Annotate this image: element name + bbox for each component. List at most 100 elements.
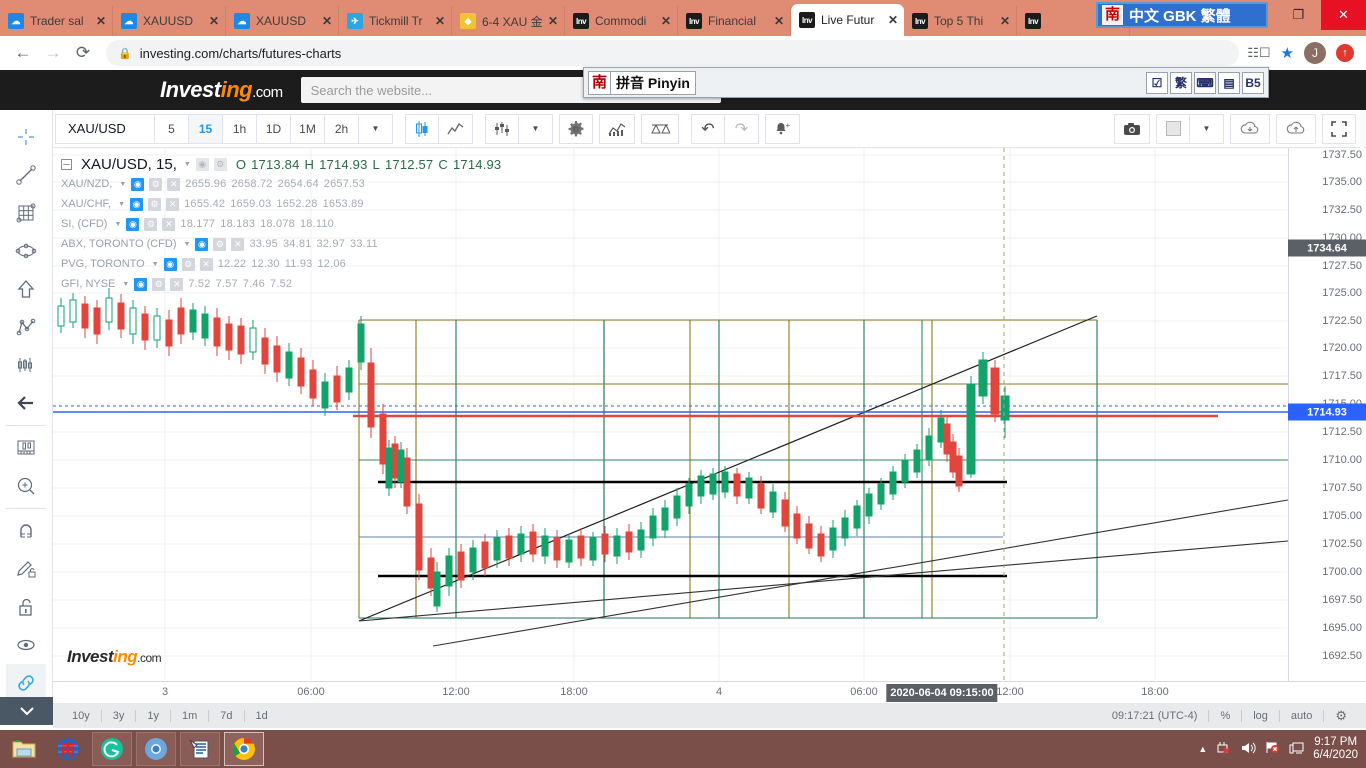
tab-close-icon[interactable]: ✕ [434, 14, 446, 28]
tab-close-icon[interactable]: ✕ [321, 14, 333, 28]
tab-close-icon[interactable]: ✕ [887, 13, 899, 27]
draw-lock-tool[interactable] [6, 550, 46, 588]
indicators-icon[interactable] [485, 113, 519, 144]
flag-error-icon[interactable] [1264, 740, 1281, 758]
chevron-down-icon[interactable]: ▼ [118, 200, 126, 208]
gear-icon[interactable]: ⚙ [149, 177, 163, 191]
chevron-down-icon[interactable]: ▼ [183, 240, 191, 248]
chevron-down-icon[interactable]: ▼ [114, 220, 122, 228]
auto-scale-toggle[interactable]: auto [1290, 709, 1313, 722]
theme-color-swatch[interactable] [1156, 113, 1190, 144]
chevron-down-icon[interactable]: ▼ [151, 260, 159, 268]
collapse-rail-button[interactable] [0, 697, 53, 725]
interval-5[interactable]: 5 [155, 113, 189, 144]
legend-row[interactable]: ABX, TORONTO (CFD) ▼ ◉ ⚙ ✕ 33.95 34.81 3… [61, 234, 501, 254]
fullscreen-icon[interactable] [1322, 113, 1356, 144]
back-icon[interactable]: ← [14, 43, 32, 62]
browser-tab[interactable]: ☁ XAUUSD ✕ [226, 6, 339, 36]
line-chart-icon[interactable] [439, 113, 473, 144]
range-1m[interactable]: 1m [182, 709, 198, 722]
chromium-icon[interactable] [136, 732, 176, 766]
arrow-left-tool[interactable] [6, 384, 46, 422]
price-axis[interactable]: 1737.50 1735.00 1732.50 1730.00 1727.50 … [1288, 148, 1366, 681]
chart-pane[interactable]: ─ XAU/USD, 15, ▼ ◉ ⚙ O 1713.84 H 1714.93… [53, 148, 1366, 681]
cloud-download-icon[interactable] [1230, 113, 1270, 144]
ime-traditional-icon[interactable]: 繁 [1170, 71, 1192, 94]
clock[interactable]: 9:17 PM 6/4/2020 [1313, 736, 1358, 762]
collapse-icon[interactable]: ─ [61, 158, 72, 170]
interval-more-caret-icon[interactable]: ▼ [359, 113, 393, 144]
tab-close-icon[interactable]: ✕ [660, 14, 672, 28]
scales-icon[interactable] [641, 113, 679, 144]
ime-keyboard-icon[interactable]: ⌨ [1194, 71, 1216, 94]
chevron-down-icon[interactable]: ▼ [122, 280, 130, 288]
site-logo[interactable]: Investing.com [160, 77, 283, 103]
alert-bell-icon[interactable]: + [765, 113, 800, 144]
interval-1d[interactable]: 1D [257, 113, 291, 144]
crosshair-tool[interactable] [6, 118, 46, 156]
close-icon[interactable]: ✕ [167, 177, 181, 191]
ime-check-icon[interactable]: ☑ [1146, 71, 1168, 94]
log-scale-toggle[interactable]: log [1253, 709, 1268, 722]
maximize-button[interactable]: ❐ [1292, 7, 1305, 22]
ime-language-bar[interactable]: 南 中文 GBK 繁體 [1096, 2, 1268, 28]
arrow-marker-tool[interactable] [6, 270, 46, 308]
link-icon[interactable] [6, 664, 46, 702]
close-icon[interactable]: ✕ [162, 217, 176, 231]
update-icon[interactable]: ↑ [1336, 44, 1354, 62]
gear-icon[interactable]: ⚙ [213, 237, 227, 251]
range-3y[interactable]: 3y [112, 709, 125, 722]
gear-icon[interactable] [559, 113, 593, 144]
ellipse-tool[interactable] [6, 232, 46, 270]
pattern-tool[interactable] [6, 346, 46, 384]
eye-tool[interactable] [6, 626, 46, 664]
compare-icon[interactable] [599, 113, 635, 144]
tray-expand-icon[interactable]: ▲ [1198, 744, 1208, 754]
display-icon[interactable] [1289, 741, 1305, 758]
ime-b5-icon[interactable]: B5 [1242, 71, 1264, 94]
reload-icon[interactable]: ⟳ [75, 43, 91, 62]
chevron-down-icon[interactable]: ▼ [183, 160, 191, 168]
gear-icon[interactable]: ⚙ [148, 197, 162, 211]
time-axis[interactable]: 3 06:00 12:00 18:00 4 06:00 12:00 18:00 … [53, 681, 1366, 703]
browser-tab[interactable]: ✈ Tickmill Tr ✕ [339, 6, 452, 36]
ime-panel-icon[interactable]: ▤ [1218, 71, 1240, 94]
price-chart-plot[interactable] [53, 148, 1288, 681]
trend-line-tool[interactable] [6, 156, 46, 194]
chrome-icon[interactable] [224, 732, 264, 766]
ime-mode-toggle[interactable]: 南 拼音 Pinyin [588, 70, 696, 95]
eye-icon[interactable]: ◉ [131, 177, 145, 191]
eye-icon[interactable]: ◉ [195, 157, 209, 171]
ime-globe-icon[interactable]: 南 [48, 732, 88, 766]
gear-icon[interactable]: ⚙ [1335, 707, 1347, 723]
symbol-selector[interactable]: XAU/USD [55, 113, 155, 144]
undo-icon[interactable]: ↶ [691, 113, 725, 144]
browser-tab[interactable]: ☁ Trader sal ✕ [0, 6, 113, 36]
legend-row[interactable]: XAU/CHF, ▼ ◉ ⚙ ✕ 1655.42 1659.03 1652.28… [61, 194, 501, 214]
close-icon[interactable]: ✕ [170, 277, 184, 291]
interval-1m[interactable]: 1M [291, 113, 325, 144]
legend-row[interactable]: SI, (CFD) ▼ ◉ ⚙ ✕ 18.177 18.183 18.078 1… [61, 214, 501, 234]
pitchfork-tool[interactable] [6, 308, 46, 346]
browser-tab[interactable]: Inv Financial ✕ [678, 6, 791, 36]
tab-close-icon[interactable]: ✕ [95, 14, 107, 28]
browser-tab[interactable]: Inv Top 5 Thi ✕ [904, 6, 1017, 36]
ime-status-window[interactable]: 南 拼音 Pinyin ☑ 繁 ⌨ ▤ B5 [583, 67, 1269, 98]
gear-icon[interactable]: ⚙ [213, 157, 227, 171]
camera-icon[interactable] [1114, 113, 1150, 144]
legend-row[interactable]: PVG, TORONTO ▼ ◉ ⚙ ✕ 12.22 12.30 11.93 1… [61, 254, 501, 274]
grammarly-icon[interactable] [92, 732, 132, 766]
tab-close-icon[interactable]: ✕ [999, 14, 1011, 28]
interval-2h[interactable]: 2h [325, 113, 359, 144]
measure-tool[interactable] [6, 429, 46, 467]
close-icon[interactable]: ✕ [231, 237, 245, 251]
close-icon[interactable]: ✕ [199, 257, 213, 271]
eye-icon[interactable]: ◉ [195, 237, 209, 251]
last-price-badge[interactable]: 1714.93 [1288, 403, 1366, 421]
tab-close-icon[interactable]: ✕ [547, 14, 559, 28]
interval-15[interactable]: 15 [189, 113, 223, 144]
magnet-tool[interactable] [6, 512, 46, 550]
gear-icon[interactable]: ⚙ [181, 257, 195, 271]
browser-tab[interactable]: ◆ 6-4 XAU 金 ✕ [452, 6, 565, 36]
candlestick-icon[interactable] [405, 113, 439, 144]
